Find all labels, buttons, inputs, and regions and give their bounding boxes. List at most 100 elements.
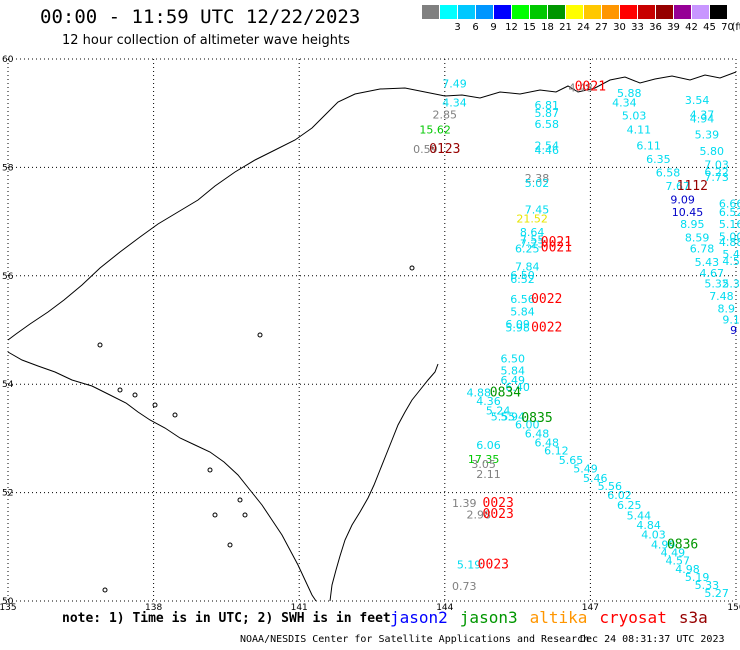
wave-height-label: 6.50 xyxy=(510,269,535,282)
legend-label: 15 xyxy=(523,22,536,33)
wave-height-label: 10.45 xyxy=(672,206,704,219)
mainland-coast xyxy=(7,71,737,341)
wave-height-label: 6.56 xyxy=(510,293,535,306)
wave-height-label: 5.4 xyxy=(722,248,740,261)
wave-height-label: 0.59 xyxy=(413,143,438,156)
legend-swatch xyxy=(566,5,583,19)
legend-label: 12 xyxy=(505,22,518,33)
legend-label: 42 xyxy=(685,22,698,33)
wave-height-label: 5.84 xyxy=(500,364,525,377)
wave-height-label: 5.00 xyxy=(719,231,740,244)
wave-height-label: 4.34 xyxy=(442,97,467,110)
wave-height-label: 4.48 xyxy=(568,82,593,95)
mainland-coast xyxy=(7,351,317,602)
wave-height-label: 9 xyxy=(730,324,737,337)
wave-height-label: 5.87 xyxy=(534,107,559,120)
legend-label: 6 xyxy=(472,22,479,33)
lon-tick-label: 135 xyxy=(0,603,17,613)
wave-height-label: 3.05 xyxy=(471,458,496,471)
wave-height-label: 17.35 xyxy=(468,453,500,466)
wave-height-label: 8.64 xyxy=(520,226,545,239)
pass-time-label: 0834 xyxy=(490,386,521,401)
legend-label: 3 xyxy=(454,22,461,33)
wave-height-label: 5.84 xyxy=(510,305,535,318)
lat-lon-grid xyxy=(7,58,737,602)
pass-time-label: 0123 xyxy=(429,142,460,157)
wave-height-label: 4.88 xyxy=(719,236,740,249)
wave-height-label: 7.48 xyxy=(709,290,734,303)
island xyxy=(117,387,123,393)
wave-height-label: 21.52 xyxy=(516,213,548,226)
lon-tick-label: 147 xyxy=(582,603,599,613)
legend-swatch xyxy=(584,5,601,19)
wave-height-label: 4.49 xyxy=(661,547,686,560)
pass-time-label: 0022 xyxy=(531,292,562,307)
wave-height-label: 6.52 xyxy=(719,206,740,219)
legend-label: 18 xyxy=(541,22,554,33)
wave-height-label: 0.73 xyxy=(452,580,477,593)
legend-label: 21 xyxy=(559,22,572,33)
wave-height-label: 5.24 xyxy=(486,405,511,418)
legend-label: 39 xyxy=(667,22,680,33)
wave-height-label: 6.58 xyxy=(656,167,681,180)
wave-height-label: 7.55 xyxy=(520,233,545,246)
wave-height-label: 6.48 xyxy=(534,437,559,450)
island xyxy=(237,497,243,503)
credit-text: NOAA/NESDIS Center for Satellite Applica… xyxy=(240,634,590,645)
wave-height-label: 6.40 xyxy=(505,381,530,394)
legend-swatch xyxy=(494,5,511,19)
legend-swatch xyxy=(674,5,691,19)
wave-height-label: 5.88 xyxy=(617,87,642,100)
pass-time-label: 0021 xyxy=(541,240,572,255)
wave-height-label: 4.57 xyxy=(666,555,691,568)
wave-height-label: 6.12 xyxy=(544,445,569,458)
pass-time-label: 1112 xyxy=(677,179,708,194)
wave-height-label: 6.09 xyxy=(505,318,530,331)
wave-height-label: 5.44 xyxy=(627,510,652,523)
wave-height-label: 4.11 xyxy=(627,123,652,136)
lat-tick-label: 54 xyxy=(2,380,14,390)
wave-height-label: 6.00 xyxy=(515,419,540,432)
satellite-s3a: s3a xyxy=(678,608,708,627)
legend-label: 45 xyxy=(703,22,716,33)
wave-height-label: 6.78 xyxy=(690,242,715,255)
wave-height-label: 5.56 xyxy=(598,480,623,493)
wave-height-label: 7.23 xyxy=(520,238,545,251)
wave-height-label: 2.85 xyxy=(433,109,458,122)
wave-height-label: 5.39 xyxy=(695,129,720,142)
pass-time-label: 0023 xyxy=(478,557,509,572)
wave-height-label: 7.84 xyxy=(515,260,540,273)
lat-tick-label: 58 xyxy=(2,163,14,173)
legend-swatch xyxy=(710,5,727,19)
wave-height-label: 5.49 xyxy=(573,463,598,476)
wave-height-label: 2.54 xyxy=(534,140,559,153)
legend-label: 33 xyxy=(631,22,644,33)
pass-time-label: 0023 xyxy=(483,507,514,522)
wave-height-label: 7.45 xyxy=(525,203,550,216)
wave-height-label: 4.84 xyxy=(636,519,661,532)
pass-time-label: 0022 xyxy=(531,321,562,336)
wave-height-label: 4.03 xyxy=(641,529,666,542)
legend-swatch xyxy=(656,5,673,19)
lat-tick-label: 52 xyxy=(2,489,13,499)
wave-height-label: 4.99 xyxy=(651,538,676,551)
wave-height-label: 4.37 xyxy=(690,109,715,122)
wave-height-label: 5.16 xyxy=(719,218,740,231)
wave-height-label: 7.03 xyxy=(704,158,729,171)
wave-height-label: 6.06 xyxy=(476,439,501,452)
wave-height-label: 5.3 xyxy=(722,278,740,291)
wave-height-label: 5.43 xyxy=(695,256,720,269)
wave-height-label: 9.09 xyxy=(670,194,695,207)
wave-height-label: 8.59 xyxy=(685,232,710,245)
wave-height-label: 5.98 xyxy=(505,322,530,335)
wave-height-label: 5.65 xyxy=(559,454,584,467)
legend-swatch xyxy=(602,5,619,19)
wave-height-label: 8.95 xyxy=(680,218,705,231)
wave-height-label: 8.9 xyxy=(718,303,736,316)
wave-height-label: 7.49 xyxy=(442,78,467,91)
wave-height-label: 5.46 xyxy=(583,472,608,485)
legend-label: 9 xyxy=(490,22,497,33)
wave-observations: 7.49 4.48 5.883.544.34 6.81 4.342.85 5.87 5.03… xyxy=(413,78,740,600)
wave-height-label: 3.54 xyxy=(685,94,710,107)
wave-height-label: 6.48 xyxy=(525,427,550,440)
